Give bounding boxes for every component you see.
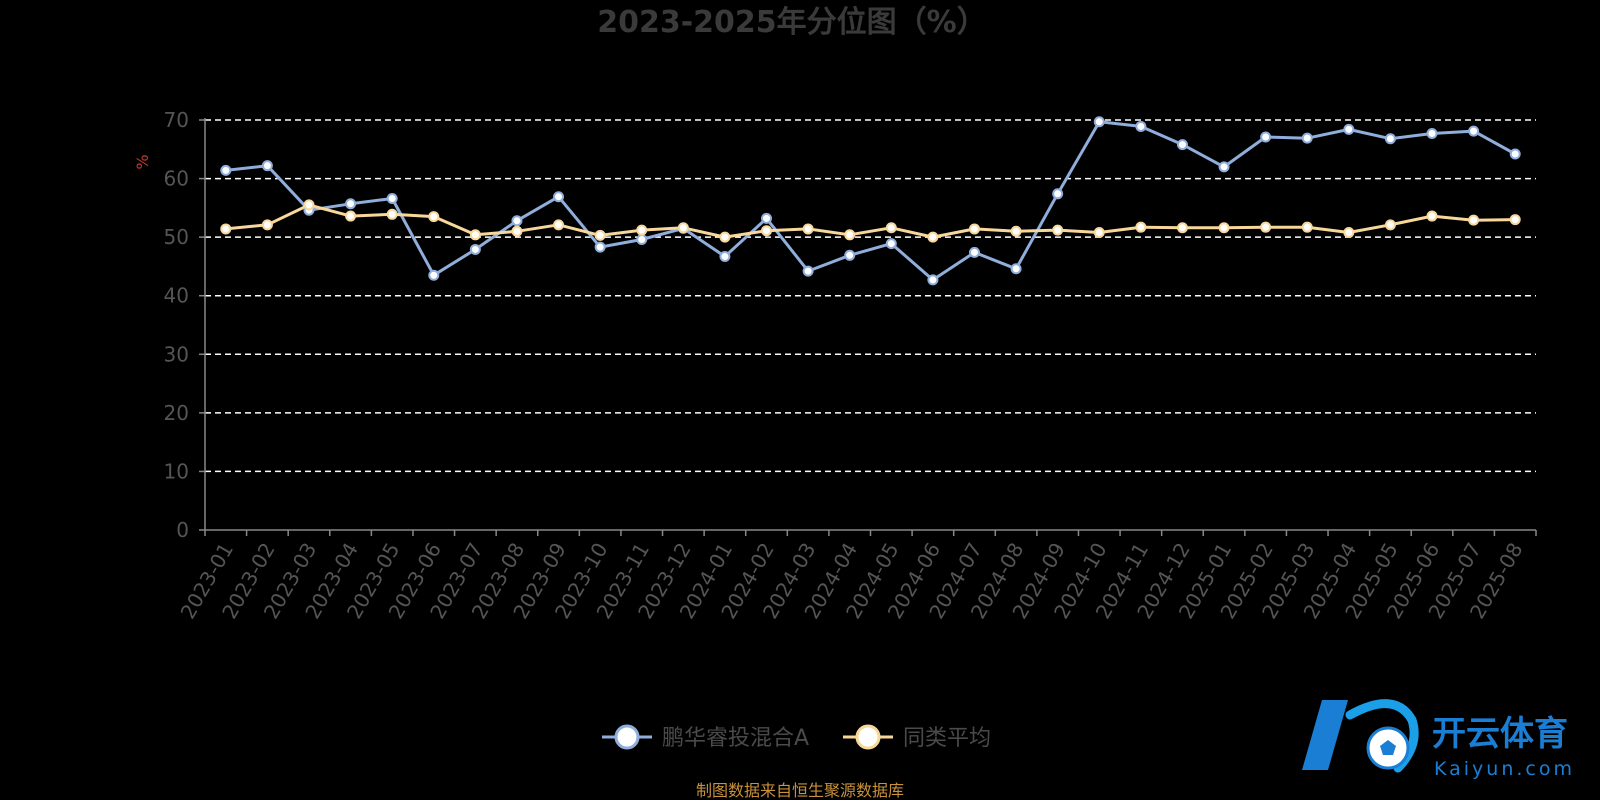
source-note: 制图数据来自恒生聚源数据库 [696, 781, 904, 800]
data-point-b[interactable] [1093, 226, 1105, 238]
data-point-a[interactable] [968, 246, 980, 258]
data-point-a[interactable] [553, 191, 565, 203]
data-point-a[interactable] [719, 250, 731, 262]
y-axis-label: % [133, 154, 152, 169]
y-tick-label: 60 [164, 167, 189, 191]
data-point-b[interactable] [428, 211, 440, 223]
data-point-a[interactable] [594, 241, 606, 253]
data-point-a[interactable] [636, 233, 648, 245]
data-point-b[interactable] [677, 222, 689, 234]
data-point-a[interactable] [386, 192, 398, 204]
logo-text-cn: 开云体育 [1432, 714, 1568, 754]
data-point-b[interactable] [553, 219, 565, 231]
y-tick-label: 10 [164, 459, 189, 483]
data-point-b[interactable] [1509, 214, 1521, 226]
data-point-a[interactable] [844, 249, 856, 261]
data-point-b[interactable] [511, 225, 523, 237]
logo: 开云体育 Kaiyun.com [1302, 699, 1575, 780]
data-point-b[interactable] [1468, 214, 1480, 226]
data-point-a[interactable] [1218, 161, 1230, 173]
data-point-a[interactable] [1260, 131, 1272, 143]
legend-label-series-b: 同类平均 [903, 726, 991, 751]
data-point-b[interactable] [1343, 226, 1355, 238]
data-point-a[interactable] [1468, 125, 1480, 137]
data-point-a[interactable] [1093, 116, 1105, 128]
data-point-a[interactable] [1426, 127, 1438, 139]
data-point-b[interactable] [1301, 221, 1313, 233]
data-point-a[interactable] [261, 160, 273, 172]
data-point-b[interactable] [1384, 219, 1396, 231]
data-point-a[interactable] [511, 215, 523, 227]
series-group [220, 116, 1521, 286]
grid-lines [205, 119, 1536, 473]
data-point-a[interactable] [428, 269, 440, 281]
data-point-a[interactable] [1384, 133, 1396, 145]
data-point-b[interactable] [802, 223, 814, 235]
data-point-a[interactable] [1509, 148, 1521, 160]
data-point-a[interactable] [220, 164, 232, 176]
logo-k-mark-icon [1302, 699, 1419, 773]
chart-title: 2023-2025年分位图（%） [597, 5, 987, 40]
data-point-a[interactable] [1301, 132, 1313, 144]
axes [199, 118, 1537, 536]
data-point-a[interactable] [885, 238, 897, 250]
data-point-b[interactable] [885, 222, 897, 234]
data-point-a[interactable] [802, 265, 814, 277]
y-tick-label: 40 [164, 284, 189, 308]
y-tick-label: 20 [164, 401, 189, 425]
data-point-b[interactable] [469, 229, 481, 241]
y-axis-ticks: 0 10 20 30 40 50 60 70 [164, 108, 189, 542]
data-point-a[interactable] [1343, 123, 1355, 135]
data-point-b[interactable] [261, 219, 273, 231]
data-point-a[interactable] [1135, 120, 1147, 132]
series-line-a [225, 120, 1516, 282]
data-point-a[interactable] [1176, 139, 1188, 151]
y-tick-label: 50 [164, 225, 189, 249]
data-point-b[interactable] [719, 231, 731, 243]
data-point-b[interactable] [761, 225, 773, 237]
data-point-b[interactable] [636, 224, 648, 236]
data-point-b[interactable] [345, 210, 357, 222]
logo-text-en: Kaiyun.com [1434, 758, 1575, 780]
data-point-b[interactable] [220, 223, 232, 235]
data-point-a[interactable] [761, 212, 773, 224]
data-point-b[interactable] [1010, 225, 1022, 237]
data-point-b[interactable] [1135, 221, 1147, 233]
legend-label-series-a: 鹏华睿投混合A [662, 726, 809, 751]
y-tick-label: 0 [176, 518, 189, 542]
data-point-b[interactable] [927, 231, 939, 243]
legend: 鹏华睿投混合A 同类平均 [602, 724, 991, 751]
data-point-b[interactable] [303, 199, 315, 211]
data-point-b[interactable] [1176, 222, 1188, 234]
legend-item-series-a[interactable]: 鹏华睿投混合A [602, 724, 809, 751]
data-point-b[interactable] [1218, 222, 1230, 234]
data-point-b[interactable] [1052, 224, 1064, 236]
data-point-b[interactable] [968, 223, 980, 235]
data-point-a[interactable] [927, 274, 939, 286]
data-point-a[interactable] [1010, 263, 1022, 275]
data-point-b[interactable] [386, 208, 398, 220]
y-tick-label: 30 [164, 342, 189, 366]
x-axis-ticks: 2023-012023-022023-032023-042023-052023-… [176, 539, 1528, 623]
data-point-b[interactable] [1426, 210, 1438, 222]
data-point-a[interactable] [1052, 188, 1064, 200]
series-line-b [225, 203, 1516, 239]
legend-item-series-b[interactable]: 同类平均 [843, 724, 991, 751]
y-tick-label: 70 [164, 108, 189, 132]
data-point-b[interactable] [1260, 221, 1272, 233]
data-point-a[interactable] [345, 198, 357, 210]
data-point-b[interactable] [844, 229, 856, 241]
data-point-b[interactable] [594, 229, 606, 241]
data-point-a[interactable] [469, 243, 481, 255]
